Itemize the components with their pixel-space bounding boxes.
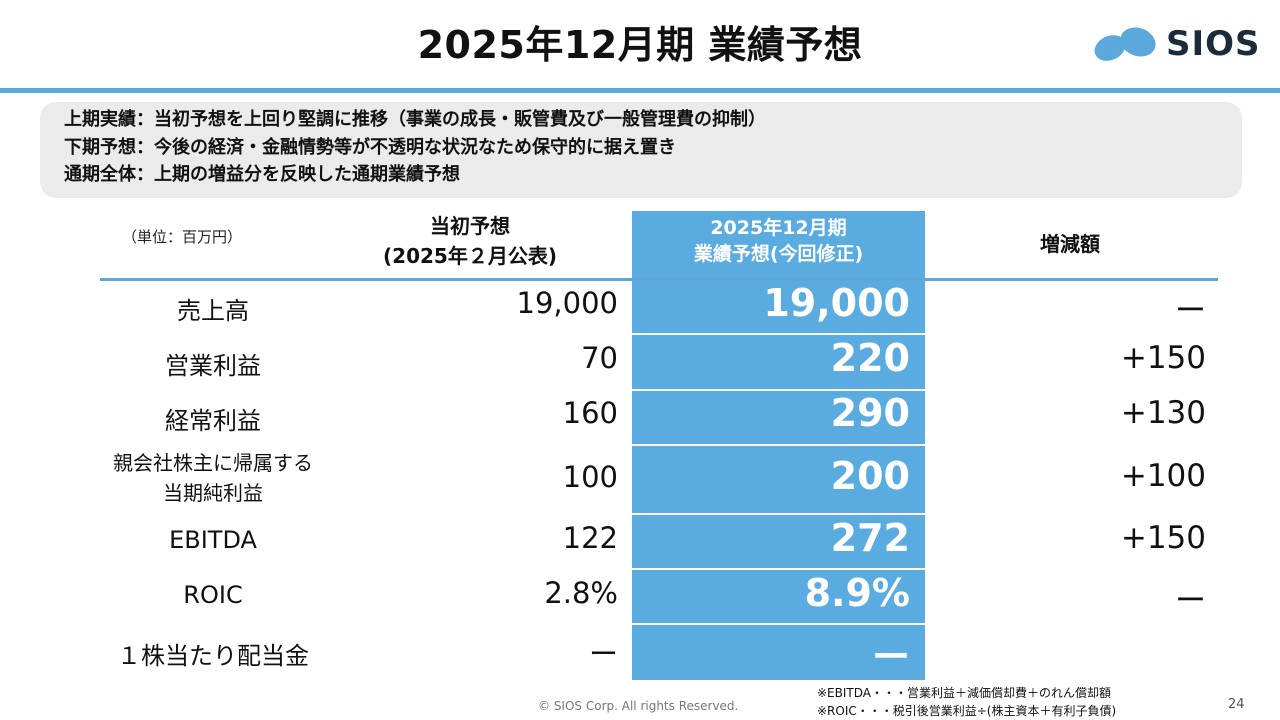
column-header-revised: 2025年12月期 業績予想(今回修正) xyxy=(632,215,925,267)
column-header-revised-line2: 業績予想(今回修正) xyxy=(693,243,864,265)
sios-logo: SIOS xyxy=(1090,22,1260,66)
row-label-line1: 親会社株主に帰属する xyxy=(113,451,313,475)
footnote-roic: ※ROIC・・・税引後営業利益÷(株主資本＋有利子負債) xyxy=(817,704,1117,718)
column-header-initial-line2: (2025年２月公表) xyxy=(383,244,557,268)
logo-text: SIOS xyxy=(1166,24,1261,64)
row-change-value: ー xyxy=(1175,293,1206,329)
row-label: 親会社株主に帰属する 当期純利益 xyxy=(100,448,326,508)
row-revised-value: 19,000 xyxy=(763,281,910,325)
cell-separator xyxy=(632,444,925,446)
cell-separator xyxy=(632,333,925,335)
summary-line-first-half: 上期実績：当初予想を上回り堅調に推移（事業の成長・販管費及び一般管理費の抑制） xyxy=(64,109,766,130)
row-label: EBITDA xyxy=(169,526,257,554)
row-revised-value: 272 xyxy=(830,516,910,560)
row-initial-value: 100 xyxy=(562,460,618,494)
cell-separator xyxy=(632,513,925,515)
row-revised-value: 8.9% xyxy=(804,571,910,615)
row-revised-value: 220 xyxy=(830,336,910,380)
cell-separator xyxy=(632,568,925,570)
footnotes: ※EBITDA・・・営業利益＋減価償却費＋のれん償却額 ※ROIC・・・税引後営… xyxy=(817,684,1116,720)
summary-line-full-year: 通期全体：上期の増益分を反映した通期業績予想 xyxy=(64,164,460,185)
row-change-value: +150 xyxy=(1120,520,1206,556)
row-initial-value: ー xyxy=(588,637,618,671)
row-label: 営業利益 xyxy=(165,352,261,380)
unit-label: （単位：百万円） xyxy=(122,228,243,246)
top-divider xyxy=(0,88,1280,93)
row-change-value: ー xyxy=(1175,583,1206,619)
logo-mark-icon xyxy=(1094,27,1156,61)
column-header-initial: 当初予想 (2025年２月公表) xyxy=(340,211,600,271)
row-initial-value: 2.8% xyxy=(544,576,618,610)
row-label: ROIC xyxy=(183,581,243,609)
row-label: 経常利益 xyxy=(165,407,261,435)
column-header-revised-line1: 2025年12月期 xyxy=(710,217,847,239)
page-number: 24 xyxy=(1228,697,1245,712)
row-revised-value: 200 xyxy=(830,454,910,498)
row-change-value: +100 xyxy=(1120,458,1206,494)
page-title: 2025年12月期 業績予想 xyxy=(417,23,863,67)
row-initial-value: 70 xyxy=(581,341,618,375)
row-revised-value: ー xyxy=(871,635,910,679)
cell-separator xyxy=(632,623,925,625)
column-header-change: 増減額 xyxy=(1040,232,1100,256)
summary-line-second-half: 下期予想：今後の経済・金融情勢等が不透明な状況なため保守的に据え置き xyxy=(64,137,676,158)
footnote-ebitda: ※EBITDA・・・営業利益＋減価償却費＋のれん償却額 xyxy=(817,686,1111,700)
row-label-line2: 当期純利益 xyxy=(163,481,263,505)
row-revised-value: 290 xyxy=(830,391,910,435)
row-change-value: +150 xyxy=(1120,340,1206,376)
row-initial-value: 160 xyxy=(562,396,618,430)
table-header-divider xyxy=(100,278,1218,281)
summary-box: 上期実績：当初予想を上回り堅調に推移（事業の成長・販管費及び一般管理費の抑制） … xyxy=(40,102,1242,198)
column-header-initial-line1: 当初予想 xyxy=(430,214,510,238)
cell-separator xyxy=(632,389,925,391)
row-change-value: +130 xyxy=(1120,395,1206,431)
row-label: １株当たり配当金 xyxy=(117,642,309,670)
row-initial-value: 19,000 xyxy=(516,286,618,320)
row-initial-value: 122 xyxy=(562,521,618,555)
row-label: 売上高 xyxy=(177,297,249,325)
copyright-text: © SIOS Corp. All rights Reserved. xyxy=(538,699,739,713)
